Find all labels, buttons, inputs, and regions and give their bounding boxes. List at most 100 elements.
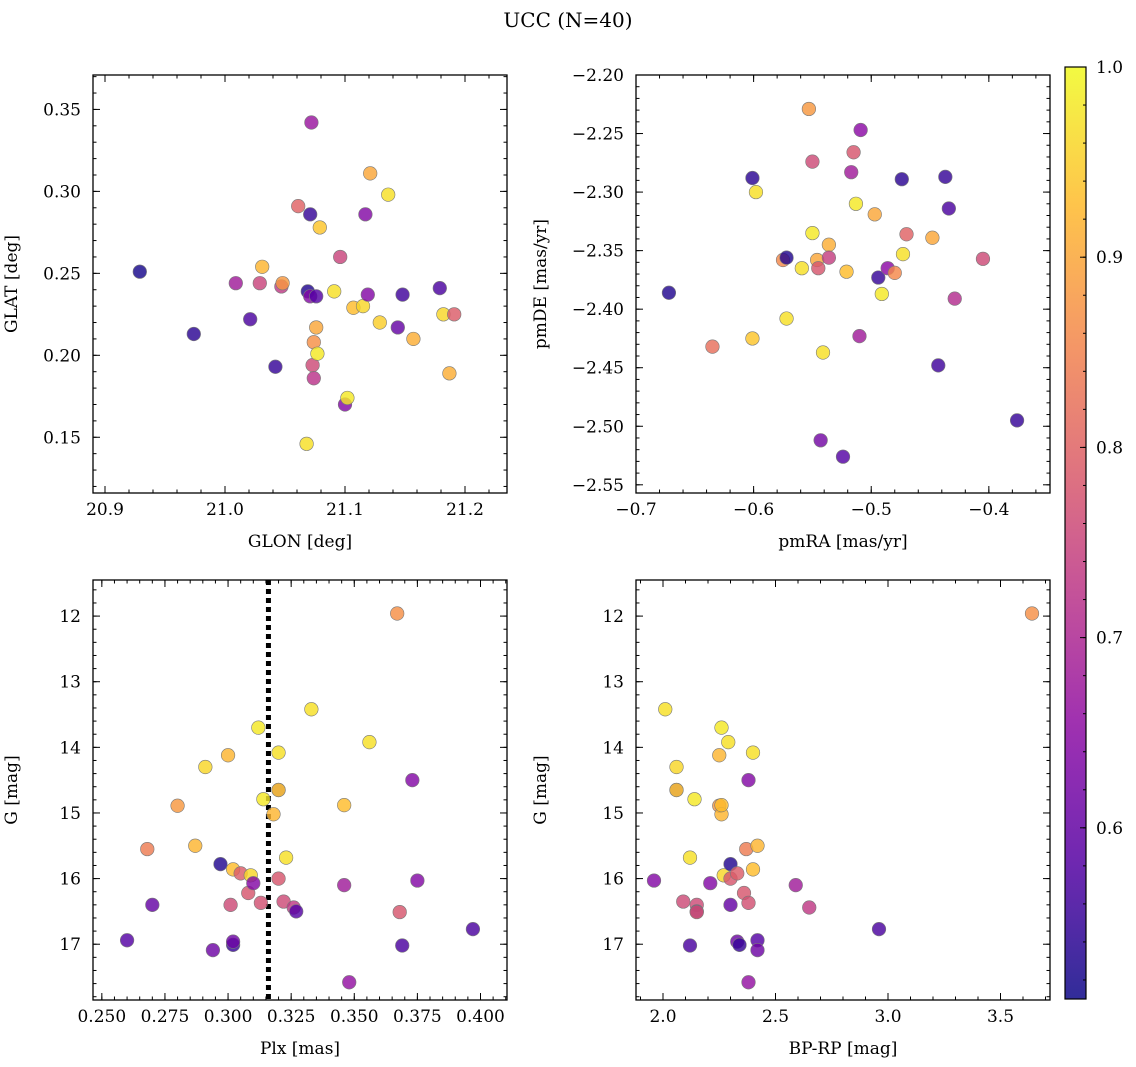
y-tick-label: −2.35 bbox=[572, 242, 624, 262]
scatter-point bbox=[213, 857, 228, 872]
scatter-point bbox=[271, 745, 286, 760]
scatter-point bbox=[669, 759, 684, 775]
scatter-point bbox=[362, 734, 377, 750]
scatter-point bbox=[304, 115, 319, 130]
scatter-point bbox=[750, 943, 765, 958]
scatter-point bbox=[310, 346, 325, 361]
y-tick-label: 15 bbox=[602, 804, 624, 824]
scatter-point bbox=[871, 270, 886, 285]
scatter-point bbox=[745, 862, 761, 877]
scatter-point bbox=[661, 285, 677, 300]
scatter-point bbox=[447, 307, 462, 322]
scatter-point bbox=[188, 838, 203, 853]
scatter-point bbox=[813, 433, 828, 448]
scatter-point bbox=[801, 101, 816, 117]
x-tick-label: −0.6 bbox=[733, 500, 774, 520]
y-tick-label: 0.25 bbox=[43, 264, 81, 284]
x-tick-label: 0.300 bbox=[204, 1007, 253, 1027]
x-tick-label: 2.5 bbox=[762, 1007, 789, 1027]
scatter-point bbox=[223, 897, 238, 912]
y-tick-label: 0.30 bbox=[43, 182, 81, 202]
scatter-point bbox=[266, 807, 281, 822]
scatter-point bbox=[811, 261, 826, 276]
scatter-point bbox=[289, 904, 304, 919]
y-tick-label: −2.25 bbox=[572, 125, 624, 145]
x-tick-label: 21.2 bbox=[446, 500, 484, 520]
y-tick-label: −2.20 bbox=[572, 66, 624, 86]
scatter-point bbox=[303, 207, 318, 222]
x-axis-label: Plx [mas] bbox=[260, 1039, 340, 1059]
scatter-point bbox=[299, 436, 314, 451]
y-tick-label: 13 bbox=[59, 673, 81, 693]
colorbar-frame bbox=[1064, 66, 1087, 1000]
colorbar-tick-label: 1.0 bbox=[1096, 58, 1123, 78]
scatter-point bbox=[894, 172, 909, 187]
scatter-point bbox=[381, 187, 396, 202]
scatter-point bbox=[658, 702, 673, 717]
scatter-point bbox=[741, 975, 756, 990]
y-tick-label: −2.50 bbox=[572, 417, 624, 437]
scatter-point bbox=[794, 261, 809, 276]
x-tick-label: 0.350 bbox=[330, 1007, 379, 1027]
x-tick-label: −0.4 bbox=[968, 500, 1009, 520]
scatter-point bbox=[442, 366, 457, 381]
scatter-point bbox=[304, 702, 319, 717]
scatter-point bbox=[669, 782, 684, 798]
colorbar: 0.6 0.7 0.8 0.9 1.0 bbox=[1064, 58, 1123, 1000]
scatter-point bbox=[714, 720, 729, 735]
axes-frame bbox=[635, 74, 1051, 494]
data-points bbox=[646, 606, 1040, 990]
scatter-point bbox=[844, 165, 859, 180]
scatter-point bbox=[779, 311, 794, 326]
scatter-point bbox=[925, 230, 940, 245]
scatter-point bbox=[947, 291, 962, 306]
scatter-point bbox=[895, 247, 911, 262]
scatter-point bbox=[186, 326, 201, 342]
scatter-point bbox=[132, 264, 147, 279]
scatter-point bbox=[815, 345, 831, 360]
y-tick-label: −2.30 bbox=[572, 183, 624, 203]
scatter-point bbox=[1024, 606, 1040, 621]
scatter-point bbox=[198, 759, 213, 775]
y-tick-label: 0.15 bbox=[43, 428, 81, 448]
scatter-point bbox=[941, 201, 956, 216]
y-tick-label: 15 bbox=[59, 804, 81, 824]
y-axis-label: G [mag] bbox=[531, 755, 551, 824]
scatter-point bbox=[682, 850, 698, 865]
scatter-point bbox=[275, 276, 290, 291]
y-tick-label: 14 bbox=[59, 738, 81, 758]
y-axis-label: pmDE [mas/yr] bbox=[531, 219, 551, 349]
scatter-point bbox=[271, 782, 286, 798]
scatter-point bbox=[839, 264, 854, 279]
scatter-point bbox=[119, 933, 135, 948]
scatter-point bbox=[887, 265, 902, 280]
scatter-point bbox=[1009, 413, 1025, 428]
x-tick-label: 20.9 bbox=[86, 500, 124, 520]
y-tick-label: −2.45 bbox=[572, 359, 624, 379]
x-tick-label: −0.7 bbox=[615, 500, 656, 520]
scatter-point bbox=[938, 169, 953, 184]
scatter-point bbox=[741, 895, 756, 910]
axes-frame bbox=[92, 579, 508, 1001]
scatter-point bbox=[703, 876, 718, 891]
scatter-point bbox=[788, 878, 803, 893]
scatter-point bbox=[312, 220, 327, 235]
scatter-point bbox=[871, 922, 887, 937]
scatter-point bbox=[732, 937, 747, 952]
scatter-point bbox=[975, 251, 991, 266]
y-axis-label: GLAT [deg] bbox=[2, 235, 22, 333]
scatter-point bbox=[228, 276, 243, 291]
scatter-point bbox=[745, 170, 760, 186]
scatter-point bbox=[410, 873, 425, 888]
scatter-point bbox=[255, 259, 270, 274]
scatter-point bbox=[327, 284, 342, 299]
scatter-point bbox=[309, 289, 324, 304]
x-tick-label: 0.375 bbox=[393, 1007, 442, 1027]
panel-glon-glat: 20.9 21.0 21.1 21.2 0.15 0.20 0.25 0.30 0.35 GLON… bbox=[2, 74, 508, 552]
x-tick-label: 0.275 bbox=[141, 1007, 190, 1027]
axis-ticks bbox=[93, 75, 507, 493]
panel-pmra-pmde: −0.7 −0.6 −0.5 −0.4 −2.55 −2.50 −2.45 −2.40 −2.3… bbox=[531, 66, 1051, 552]
data-points bbox=[119, 606, 481, 990]
scatter-point bbox=[712, 748, 727, 763]
